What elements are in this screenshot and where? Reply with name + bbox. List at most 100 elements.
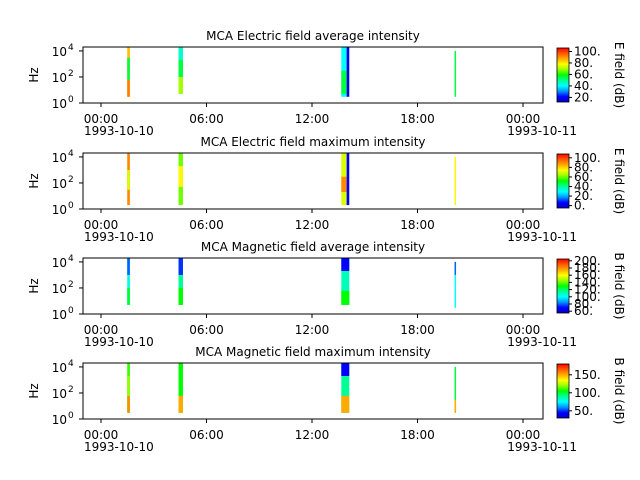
chart-title: MCA Electric field average intensity — [206, 29, 420, 43]
y-tick-exponent: 4 — [68, 359, 74, 369]
colorbar-tick-label: 100. — [574, 290, 601, 304]
x-start-date: 1993-10-10 — [84, 124, 154, 138]
y-tick-base: 10 — [52, 203, 67, 217]
y-tick-label: 10 — [52, 97, 67, 111]
y-tick-base: 10 — [52, 71, 67, 85]
y-axis-label: Hz — [27, 278, 41, 293]
y-tick-label: 10 — [52, 413, 67, 427]
y-tick-base: 10 — [52, 387, 67, 401]
colorbar-label: B field (dB) — [612, 253, 626, 320]
y-tick-base: 10 — [52, 361, 67, 375]
panel-2: MCA Electric field maximum intensity 10 0 1… — [27, 135, 626, 244]
data-cell — [454, 261, 457, 308]
x-tick-label: 00:00 — [84, 323, 119, 337]
data-cell — [454, 50, 457, 97]
colorbar-tick-label: 150. — [574, 368, 601, 382]
data-cell — [127, 79, 130, 97]
plot-frame — [82, 257, 544, 315]
data-cell — [127, 57, 130, 80]
data-cell — [341, 258, 350, 272]
colorbar-tick-label: 60. — [574, 67, 593, 81]
y-tick-label: 10 — [52, 361, 67, 375]
x-end-date: 1993-10-11 — [507, 440, 577, 454]
x-tick-label: 12:00 — [295, 112, 330, 126]
colorbar-label: B field (dB) — [612, 358, 626, 425]
x-start-date: 1993-10-10 — [84, 440, 154, 454]
y-tick-exponent: 4 — [68, 254, 74, 264]
data-cell — [127, 169, 130, 190]
x-end-date: 1993-10-11 — [507, 124, 577, 138]
x-tick-label: 00:00 — [84, 428, 119, 442]
y-tick-label: 10 — [52, 308, 67, 322]
colorbar — [556, 153, 570, 209]
x-tick-label: 00:00 — [506, 218, 541, 232]
data-cell — [341, 70, 347, 94]
data-cell — [178, 258, 183, 305]
chart-title: MCA Magnetic field average intensity — [201, 240, 425, 254]
data-cell — [346, 153, 350, 206]
y-tick-exponent: 4 — [68, 43, 74, 53]
colorbar-tick-label: 120. — [574, 283, 601, 297]
data-cell — [178, 166, 183, 187]
colorbar-tick-label: 100. — [574, 151, 601, 165]
x-tick-label: 18:00 — [400, 218, 435, 232]
colorbar-tick-label: 200. — [574, 254, 601, 268]
data-cell — [454, 366, 457, 413]
y-tick-base: 10 — [52, 97, 67, 111]
colorbar-tick-label: 60. — [574, 170, 593, 184]
x-tick-label: 12:00 — [295, 218, 330, 232]
data-cell — [454, 399, 457, 413]
x-end-date: 1993-10-11 — [507, 230, 577, 244]
data-cell — [454, 261, 457, 275]
y-tick-base: 10 — [52, 282, 67, 296]
colorbar-label: E field (dB) — [612, 42, 626, 108]
colorbar-tick-label: 20. — [574, 90, 593, 104]
y-tick-exponent: 0 — [68, 201, 74, 211]
colorbar-tick-label: 50. — [574, 404, 593, 418]
plot-frame — [82, 46, 544, 104]
y-tick-label: 10 — [52, 71, 67, 85]
y-axis-label: Hz — [27, 67, 41, 82]
x-tick-label: 06:00 — [189, 112, 224, 126]
x-tick-label: 00:00 — [84, 112, 119, 126]
x-start-date: 1993-10-10 — [84, 335, 154, 349]
colorbar — [556, 47, 570, 103]
y-tick-base: 10 — [52, 413, 67, 427]
data-cell — [178, 258, 183, 275]
colorbar — [556, 258, 570, 314]
data-cell — [178, 363, 183, 413]
x-tick-label: 18:00 — [400, 112, 435, 126]
y-tick-exponent: 0 — [68, 411, 74, 421]
colorbar-tick-label: 80. — [574, 56, 593, 70]
colorbar-tick-label: 80. — [574, 297, 593, 311]
x-tick-label: 06:00 — [189, 218, 224, 232]
y-tick-label: 10 — [52, 203, 67, 217]
x-tick-label: 12:00 — [295, 428, 330, 442]
x-tick-label: 06:00 — [189, 323, 224, 337]
y-tick-label: 10 — [52, 282, 67, 296]
y-tick-exponent: 4 — [68, 149, 74, 159]
colorbar-tick-label: 100. — [574, 44, 601, 58]
data-cell — [341, 258, 350, 305]
colorbar-tick-label: 0. — [574, 199, 585, 213]
data-cell — [341, 290, 350, 305]
y-tick-base: 10 — [52, 256, 67, 270]
data-cell — [341, 363, 350, 413]
data-cell — [127, 395, 130, 413]
y-tick-base: 10 — [52, 308, 67, 322]
x-tick-label: 12:00 — [295, 323, 330, 337]
y-axis-label: Hz — [27, 173, 41, 188]
chart-title: MCA Electric field maximum intensity — [200, 135, 425, 149]
colorbar-tick-label: 160. — [574, 268, 601, 282]
y-axis-label: Hz — [27, 383, 41, 398]
y-tick-exponent: 0 — [68, 306, 74, 316]
x-start-date: 1993-10-10 — [84, 230, 154, 244]
data-cell — [341, 395, 350, 413]
x-tick-label: 00:00 — [506, 428, 541, 442]
x-tick-label: 00:00 — [84, 218, 119, 232]
colorbar-tick-label: 100. — [574, 386, 601, 400]
y-tick-base: 10 — [52, 45, 67, 59]
data-cell — [178, 287, 183, 305]
